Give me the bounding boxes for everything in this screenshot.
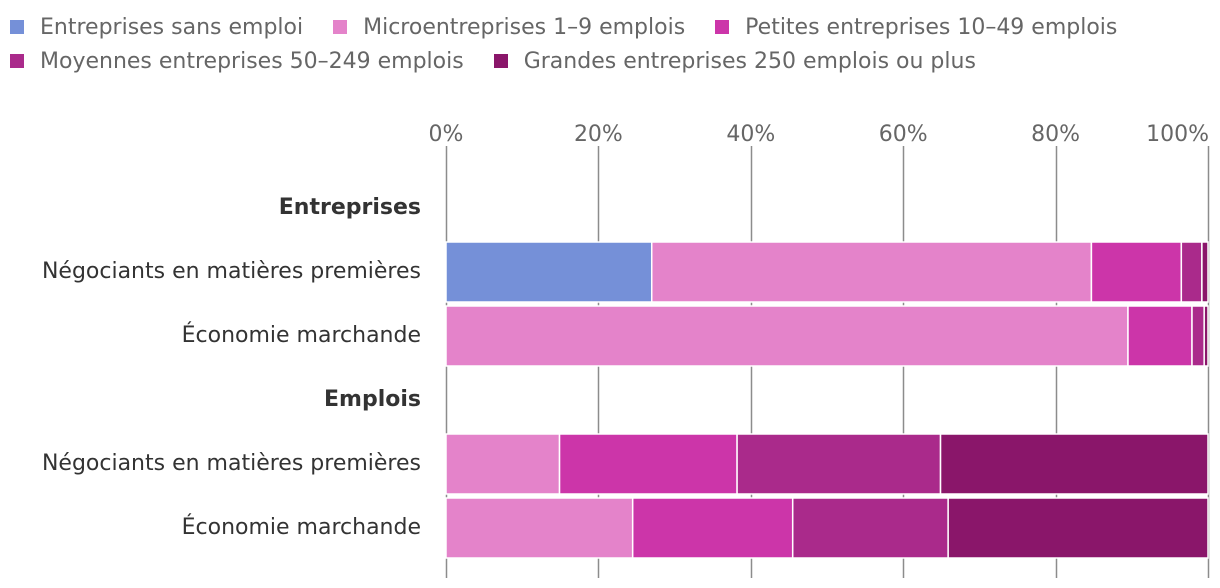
group-label: Emplois <box>324 387 421 412</box>
x-tick-label: 0% <box>429 122 464 147</box>
legend-swatch <box>10 20 24 34</box>
bar-segment[interactable] <box>650 241 1093 303</box>
bar-segment[interactable] <box>445 305 1129 367</box>
legend-swatch <box>333 20 348 34</box>
bar-segment[interactable] <box>445 497 634 559</box>
bar-segment[interactable] <box>1203 305 1209 367</box>
bar-segment[interactable] <box>736 433 942 495</box>
legend-swatch <box>10 54 24 68</box>
bar-segment[interactable] <box>1191 305 1205 367</box>
legend-row: Moyennes entreprises 50–249 emplois Grand… <box>10 44 1210 78</box>
legend-label: Entreprises sans emploi <box>40 14 304 40</box>
bar-segment[interactable] <box>939 433 1209 495</box>
bar-segment[interactable] <box>445 241 653 303</box>
bar-segment[interactable] <box>558 433 738 495</box>
legend-row: Entreprises sans emploi Microentreprises … <box>10 10 1210 44</box>
group-label: Entreprises <box>279 195 421 220</box>
category-label: Négociants en matières premières <box>42 259 421 284</box>
legend-label: Moyennes entreprises 50–249 emplois <box>40 48 464 74</box>
legend-item[interactable]: Moyennes entreprises 50–249 emplois <box>10 49 464 74</box>
bar-segment[interactable] <box>791 497 949 559</box>
legend-swatch <box>493 54 508 68</box>
legend-item[interactable]: Grandes entreprises 250 emplois ou plus <box>493 48 976 74</box>
bar-segment[interactable] <box>1180 241 1203 303</box>
bar-segment[interactable] <box>631 497 794 559</box>
bar-segment[interactable] <box>1127 305 1193 367</box>
x-tick-label: 80% <box>1031 122 1080 147</box>
category-label: Économie marchande <box>182 322 421 348</box>
legend-swatch <box>715 20 730 34</box>
x-tick-label: 60% <box>879 122 928 147</box>
bar-segment[interactable] <box>947 497 1209 559</box>
legend-label: Microentreprises 1–9 emplois <box>363 14 686 40</box>
x-tick-label: 100% <box>1146 122 1209 147</box>
legend-label: Petites entreprises 10–49 emplois <box>745 14 1118 40</box>
category-label: Négociants en matières premières <box>42 451 421 476</box>
bar-segment[interactable] <box>1090 241 1183 303</box>
legend-label: Grandes entreprises 250 emplois ou plus <box>523 48 976 74</box>
x-tick-label: 20% <box>574 122 623 147</box>
bar-segment[interactable] <box>445 433 561 495</box>
chart-legend: Entreprises sans emploi Microentreprises … <box>10 10 1210 78</box>
bar-segment[interactable] <box>1201 241 1209 303</box>
x-tick-label: 40% <box>726 122 775 147</box>
legend-item[interactable]: Microentreprises 1–9 emplois <box>333 15 685 40</box>
legend-item[interactable]: Petites entreprises 10–49 emplois <box>715 15 1117 40</box>
category-label: Économie marchande <box>182 514 421 540</box>
legend-item[interactable]: Entreprises sans emploi <box>10 15 303 40</box>
